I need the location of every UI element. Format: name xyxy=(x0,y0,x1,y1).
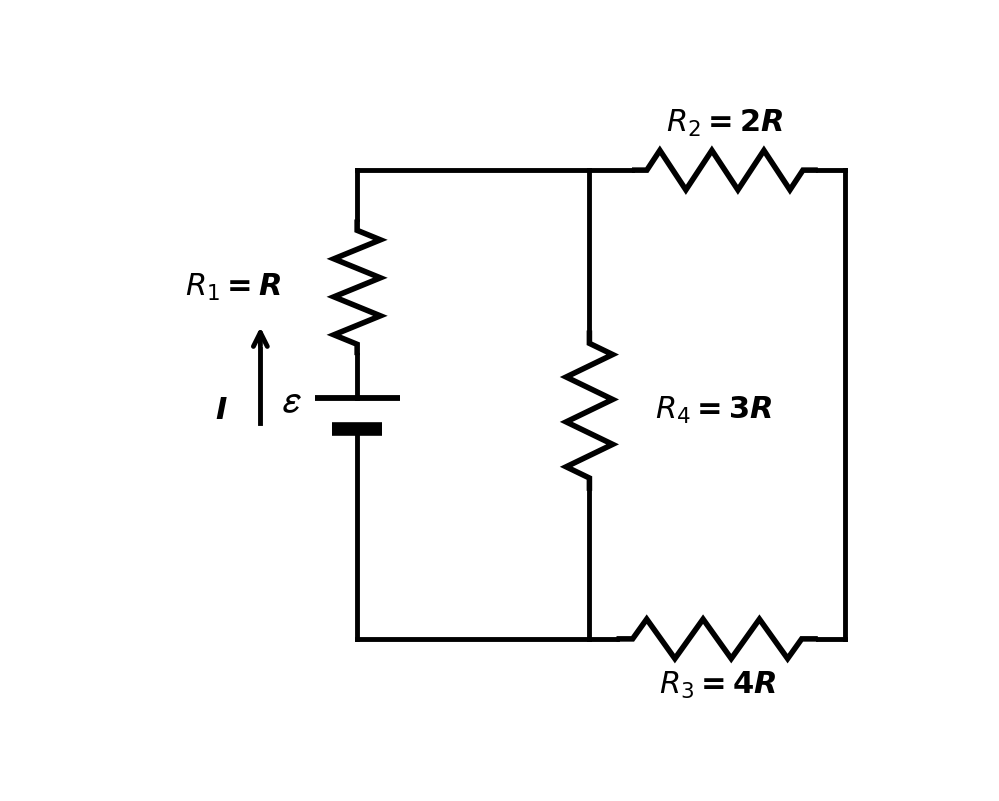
Text: $\boldsymbol{R_2 = 2R}$: $\boldsymbol{R_2 = 2R}$ xyxy=(666,108,783,139)
Text: $\boldsymbol{R_3 = 4R}$: $\boldsymbol{R_3 = 4R}$ xyxy=(658,670,776,701)
Text: $\boldsymbol{R_1 = R}$: $\boldsymbol{R_1 = R}$ xyxy=(185,272,282,303)
Text: $\boldsymbol{R_4 = 3R}$: $\boldsymbol{R_4 = 3R}$ xyxy=(654,395,772,426)
Text: $\mathcal{\varepsilon}$: $\mathcal{\varepsilon}$ xyxy=(281,382,302,421)
Text: $\boldsymbol{I}$: $\boldsymbol{I}$ xyxy=(216,396,228,425)
